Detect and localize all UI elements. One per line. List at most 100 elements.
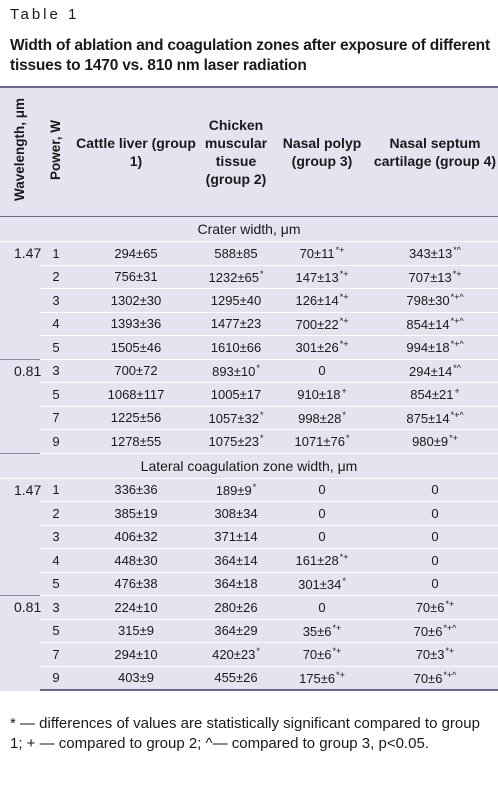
table-row: 1.47 1 336±36 189±9* 0 0 — [0, 478, 498, 502]
value-cell: 161±28*+ — [272, 548, 372, 573]
value-text: 910±18 — [297, 387, 341, 403]
value-text: 998±28 — [298, 410, 342, 426]
significance-mark: * — [346, 433, 350, 444]
power-cell: 9 — [40, 429, 72, 454]
value-text: 420±23 — [212, 647, 256, 663]
significance-mark: *+ — [449, 433, 458, 444]
significance-mark: *^ — [453, 362, 462, 373]
value-text: 175±6 — [299, 670, 336, 686]
value-cell: 756±31 — [72, 265, 200, 289]
significance-mark: * — [260, 268, 264, 279]
value-cell: 0 — [272, 501, 372, 526]
value-cell: 0 — [372, 478, 498, 502]
column-header: Chicken muscular tissue (group 2) — [200, 86, 272, 217]
column-header: Cattle liver (group 1) — [72, 86, 200, 217]
value-cell: 301±34* — [272, 572, 372, 596]
value-cell: 455±26 — [200, 666, 272, 691]
power-cell: 3 — [40, 288, 72, 313]
power-cell: 7 — [40, 642, 72, 667]
value-text: 147±13 — [295, 269, 339, 285]
power-cell: 4 — [40, 548, 72, 573]
value-cell: 476±38 — [72, 572, 200, 596]
value-text: 1075±23 — [208, 434, 259, 450]
value-cell: 147±13*+ — [272, 265, 372, 289]
value-cell: 588±85 — [200, 241, 272, 266]
power-cell: 9 — [40, 666, 72, 691]
value-cell: 700±22*+ — [272, 312, 372, 336]
value-text: 126±14 — [295, 293, 339, 309]
value-cell: 875±14*+^ — [372, 406, 498, 430]
significance-mark: + — [454, 386, 460, 397]
value-cell: 0 — [272, 358, 372, 383]
value-cell: 301±26*+ — [272, 335, 372, 360]
significance-mark: *+ — [445, 599, 455, 610]
table-row: 3 406±32 371±14 0 0 — [0, 525, 498, 549]
significance-mark: * — [256, 362, 260, 373]
power-cell: 3 — [40, 358, 72, 383]
value-text: 854±21 — [410, 387, 454, 403]
table-row: 2 385±19 308±34 0 0 — [0, 501, 498, 526]
value-cell: 406±32 — [72, 525, 200, 549]
value-text: 294±14 — [408, 363, 453, 379]
table-row: 7 294±10 420±23* 70±6*+ 70±3*+ — [0, 642, 498, 667]
value-cell: 70±6*+^ — [372, 666, 498, 691]
value-text: 189±9 — [215, 482, 252, 498]
value-text: 70±6 — [302, 647, 332, 663]
power-cell: 2 — [40, 501, 72, 526]
power-cell: 7 — [40, 406, 72, 430]
value-text: 875±14 — [406, 410, 450, 426]
wavelength-cell: 1.47 — [14, 481, 42, 498]
value-cell: 70±3*+ — [372, 642, 498, 667]
value-cell: 1278±55 — [72, 429, 200, 454]
value-cell: 70±11*+ — [272, 241, 372, 266]
value-text: 70±11 — [299, 246, 335, 262]
significance-mark: *+^ — [443, 669, 457, 680]
significance-mark: + — [341, 386, 347, 397]
value-cell: 336±36 — [72, 478, 200, 502]
power-cell: 1 — [40, 478, 72, 502]
table-title: Width of ablation and coagulation zones … — [10, 37, 490, 74]
significance-mark: *+ — [335, 245, 345, 256]
table-row: 0.81 3 224±10 280±26 0 70±6*+ — [0, 595, 498, 690]
power-cell: 4 — [40, 312, 72, 336]
significance-mark: *+ — [339, 292, 349, 303]
significance-mark: *+^ — [450, 292, 464, 303]
value-text: 700±22 — [295, 316, 339, 332]
column-header-text: Power, W — [48, 119, 63, 180]
value-cell: 364±14 — [200, 548, 272, 573]
value-text: 854±14 — [406, 316, 450, 332]
section-title: Crater width, μm — [0, 216, 498, 242]
value-cell: 1477±23 — [200, 312, 272, 336]
significance-mark: * — [260, 433, 264, 444]
value-cell: 700±72 — [72, 358, 200, 383]
value-cell: 893±10* — [200, 358, 272, 383]
table-row: 5 1505±46 1610±66 301±26*+ 994±18*+^ — [0, 335, 498, 360]
column-header: Wavelength, μm — [0, 86, 40, 217]
value-text: 994±18 — [406, 340, 450, 356]
value-text: 893±10 — [212, 363, 256, 379]
significance-mark: *+ — [339, 552, 349, 563]
value-cell: 315±9 — [72, 619, 200, 643]
value-text: 798±30 — [406, 293, 450, 309]
value-cell: 343±13*^ — [372, 241, 498, 266]
value-cell: 0 — [272, 525, 372, 549]
section-title: Lateral coagulation zone width, μm — [0, 452, 498, 479]
value-cell: 854±14*+^ — [372, 312, 498, 336]
value-cell: 910±18+ — [272, 382, 372, 407]
value-text: 70±6 — [415, 600, 445, 616]
table-row: 5 315±9 364±29 35±6*+ 70±6*+^ — [0, 619, 498, 643]
value-cell: 1005±17 — [200, 382, 272, 407]
significance-mark: *+ — [339, 268, 349, 279]
value-cell: 448±30 — [72, 548, 200, 573]
table-row: 9 403±9 455±26 175±6*+ 70±6*+^ — [0, 666, 498, 691]
table-row: 4 448±30 364±14 161±28*+ 0 — [0, 548, 498, 573]
value-cell: 1393±36 — [72, 312, 200, 336]
table-row: 5 476±38 364±18 301±34* 0 — [0, 572, 498, 596]
value-text: 1232±65 — [208, 269, 259, 285]
wavelength-cell: 0.81 — [0, 358, 41, 453]
significance-mark: *+^ — [450, 409, 464, 420]
significance-mark: *+^ — [450, 315, 464, 326]
section-row: Crater width, μm — [0, 216, 498, 242]
table-row: 2 756±31 1232±65* 147±13*+ 707±13*+ — [0, 265, 498, 289]
